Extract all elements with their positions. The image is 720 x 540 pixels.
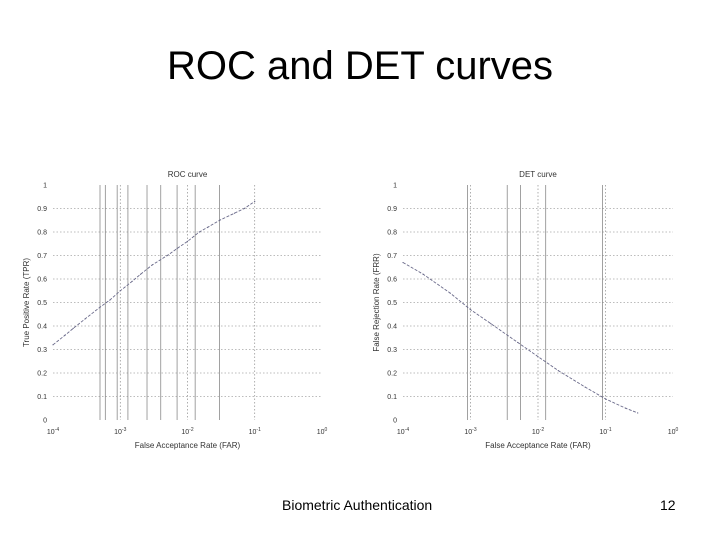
roc-x-tick-label: 10-3 [114,427,126,436]
roc-chart-title: ROC curve [168,170,208,179]
roc-plot: 0 0.1 0.2 0.3 0.4 0.5 0.6 0.7 0.8 0.9 1 10-4 10-3 10-… [22,170,328,450]
det-x-tick-label: 100 [668,427,679,436]
roc-y-tick-label: 0.7 [37,253,47,260]
roc-y-axis-label: True Positive Rate (TPR) [22,258,31,347]
roc-x-axis-label: False Acceptance Rate (FAR) [135,441,241,450]
det-data-point [557,370,559,372]
roc-data-point [99,306,101,308]
det-data-point [537,355,539,358]
det-data-point [517,341,519,344]
roc-y-tick-label: 1 [43,183,47,190]
det-y-tick-label: 1 [393,183,397,190]
roc-y-tick-label: 0.1 [37,394,47,401]
roc-x-tick-label: 10-4 [47,427,59,436]
roc-data-point [243,207,245,210]
det-x-axis-label: False Acceptance Rate (FAR) [485,441,591,450]
roc-y-tick-label: 0.4 [37,324,47,331]
footer-text: Biometric Authentication [282,497,433,513]
det-data-point [625,407,627,409]
det-y-tick-label: 0.5 [387,300,397,307]
det-y-axis-label: False Rejection Rate (FRR) [372,253,381,352]
det-data-point [584,386,586,388]
det-y-tick-label: 0.6 [387,277,397,284]
roc-data-point [186,240,189,242]
det-curve-line [402,262,638,414]
det-x-tick-label: 10-2 [532,427,544,436]
roc-y-tick-label: 0.5 [37,300,47,307]
roc-data-point [254,200,256,203]
det-x-tick-label: 10-4 [397,427,409,436]
det-data-point [604,398,607,400]
det-data-point [637,412,639,414]
roc-data-point [139,273,142,275]
roc-data-point [207,226,209,228]
roc-x-tick-label: 10-1 [249,427,261,436]
roc-y-tick-label: 0.3 [37,347,47,354]
roc-data-point [198,231,200,233]
roc-y-tick-label: 0.9 [37,206,47,213]
roc-y-tick-label: 0.2 [37,371,47,378]
roc-data-point [176,247,178,250]
roc-data-point [131,280,133,282]
roc-data-point [72,327,74,329]
det-y-tick-label: 0.7 [387,253,397,260]
roc-data-point [119,290,121,292]
roc-y-tick-label: 0 [43,418,47,425]
det-x-tick-label: 10-1 [599,427,611,436]
roc-curve-line [52,201,256,346]
det-y-tick-label: 0.8 [387,230,397,237]
det-data-point [469,308,472,311]
det-data-point [422,273,424,275]
roc-data-point [218,219,221,221]
det-y-tick-label: 0.3 [387,347,397,354]
det-x-tick-label: 10-3 [464,427,476,436]
det-y-tick-label: 0.2 [387,371,397,378]
det-data-point [402,261,404,264]
roc-data-point [151,264,153,266]
roc-data-point [109,299,111,301]
roc-y-tick-label: 0.8 [37,230,47,237]
slide-title: ROC and DET curves [166,44,554,88]
page-number: 12 [660,497,676,513]
det-y-tick-label: 0.1 [387,394,397,401]
roc-x-tick-label: 100 [317,427,328,436]
roc-data-point [64,334,66,336]
det-y-tick-label: 0.4 [387,324,397,331]
roc-data-point [84,318,86,320]
roc-y-tick-label: 0.6 [37,277,47,284]
det-data-point [449,292,451,294]
roc-data-point [233,212,236,214]
roc-data-point [166,254,168,257]
det-y-tick-label: 0 [393,418,397,425]
det-y-tick-label: 0.9 [387,206,397,213]
roc-x-tick-label: 10-2 [181,427,193,436]
roc-data-point [52,344,54,346]
det-plot: 0 0.1 0.2 0.3 0.4 0.5 0.6 0.7 0.8 0.9 1 10-4 10-3 10-… [372,170,679,450]
det-data-point [490,323,492,325]
det-chart-title: DET curve [519,170,557,179]
